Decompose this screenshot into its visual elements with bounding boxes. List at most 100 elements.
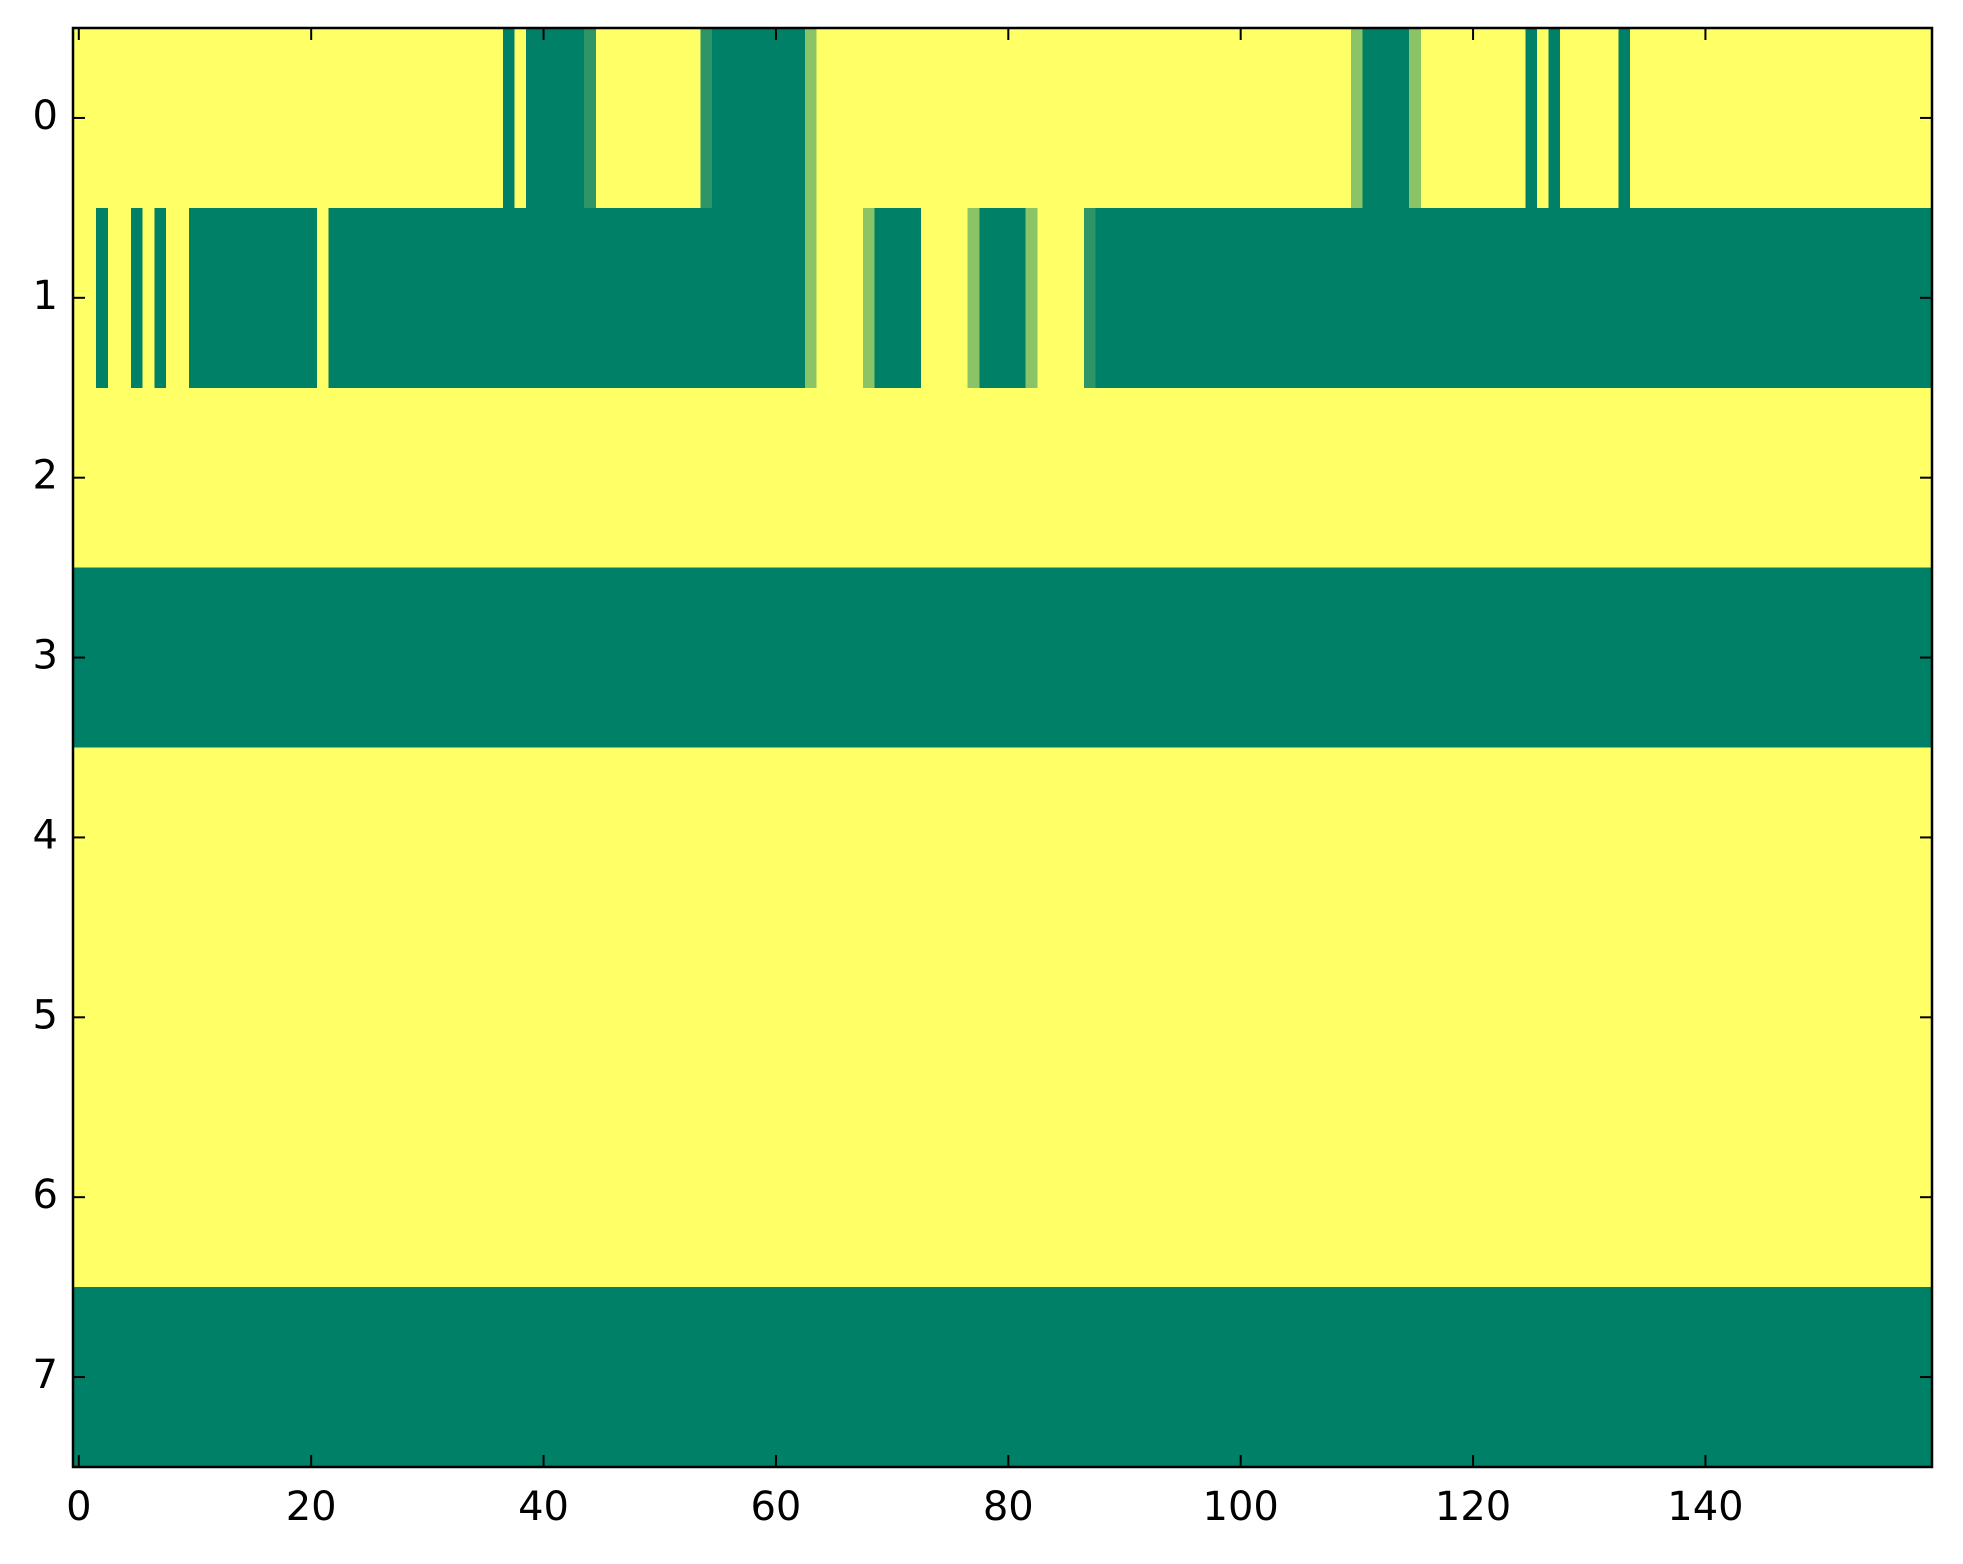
cell: [1292, 1107, 1306, 1288]
cell: [247, 1287, 260, 1468]
cell: [630, 387, 643, 569]
cell: [1072, 1107, 1085, 1288]
cell: [1850, 747, 1863, 928]
cell: [1188, 28, 1201, 209]
cell: [131, 207, 144, 389]
cell: [712, 567, 725, 749]
cell: [1455, 927, 1468, 1108]
cell: [409, 1107, 423, 1288]
cell: [1548, 207, 1561, 389]
cell: [433, 747, 446, 928]
cell: [1873, 1107, 1887, 1288]
cell: [1862, 1107, 1875, 1288]
cell: [1351, 1107, 1364, 1288]
cell: [1780, 1107, 1794, 1288]
cell: [526, 927, 539, 1108]
cell: [1118, 1107, 1131, 1288]
cell: [816, 28, 829, 209]
cell: [1502, 387, 1515, 569]
x-tick-label: 80: [983, 1484, 1034, 1530]
cell: [1815, 747, 1829, 928]
cell: [165, 28, 179, 209]
cell: [84, 747, 97, 928]
cell: [1502, 1107, 1515, 1288]
cell: [433, 567, 446, 749]
cell: [1316, 1287, 1329, 1468]
cell: [1769, 28, 1782, 209]
cell: [828, 747, 841, 928]
cell: [1176, 747, 1189, 928]
cell: [1014, 1107, 1027, 1288]
cell: [316, 387, 330, 569]
cell: [1792, 1107, 1805, 1288]
cell: [1060, 1107, 1073, 1288]
cell: [247, 747, 260, 928]
cell: [386, 1287, 399, 1468]
cell: [700, 747, 713, 928]
cell: [839, 387, 853, 569]
cell: [1107, 567, 1120, 749]
cell: [1432, 28, 1445, 209]
cell: [1234, 747, 1248, 928]
cell: [1444, 747, 1457, 928]
cell: [804, 1287, 818, 1468]
cell: [398, 387, 411, 569]
cell: [154, 747, 167, 928]
cell: [1746, 1107, 1759, 1288]
cell: [107, 927, 121, 1108]
cell: [1351, 207, 1364, 389]
cell: [1141, 207, 1155, 389]
cell: [386, 1107, 399, 1288]
cell: [584, 207, 597, 389]
cell: [258, 1287, 272, 1468]
cell: [1083, 747, 1097, 928]
cell: [1362, 28, 1375, 209]
cell: [1641, 387, 1654, 569]
cell: [96, 927, 109, 1108]
cell: [142, 1287, 155, 1468]
cell: [967, 567, 980, 749]
cell: [1629, 747, 1643, 928]
cell: [1281, 207, 1294, 389]
cell: [386, 28, 399, 209]
cell: [1327, 1287, 1341, 1468]
cell: [956, 747, 969, 928]
cell: [677, 927, 690, 1108]
cell: [1688, 387, 1701, 569]
cell: [700, 28, 713, 209]
cell: [758, 1287, 771, 1468]
cell: [1513, 1107, 1526, 1288]
cell: [351, 567, 365, 749]
cell: [537, 28, 550, 209]
cell: [375, 567, 388, 749]
cell: [247, 387, 260, 569]
cell: [1188, 927, 1201, 1108]
cell: [1409, 927, 1422, 1108]
cell: [189, 207, 202, 389]
axes: 0 20 40 60 80 100 120 140 0 1 2 3 4 5 6 7: [33, 26, 1934, 1530]
cell: [1165, 207, 1178, 389]
cell: [1478, 747, 1492, 928]
cell: [1107, 28, 1120, 209]
cell: [502, 567, 516, 749]
cell: [1316, 387, 1329, 569]
cell: [154, 1107, 167, 1288]
cell: [1025, 747, 1038, 928]
cell: [1397, 28, 1410, 209]
cell: [1141, 28, 1155, 209]
cell: [1525, 1107, 1538, 1288]
cell: [212, 387, 225, 569]
cell: [1676, 28, 1689, 209]
cell: [514, 747, 527, 928]
cell: [642, 1107, 655, 1288]
cell: [642, 747, 655, 928]
cell: [1188, 207, 1201, 389]
cell: [1839, 927, 1852, 1108]
cell: [1141, 1107, 1155, 1288]
cell: [1200, 28, 1213, 209]
cell: [293, 1107, 306, 1288]
cell: [1536, 567, 1550, 749]
cell: [1629, 387, 1643, 569]
cell: [1897, 387, 1910, 569]
